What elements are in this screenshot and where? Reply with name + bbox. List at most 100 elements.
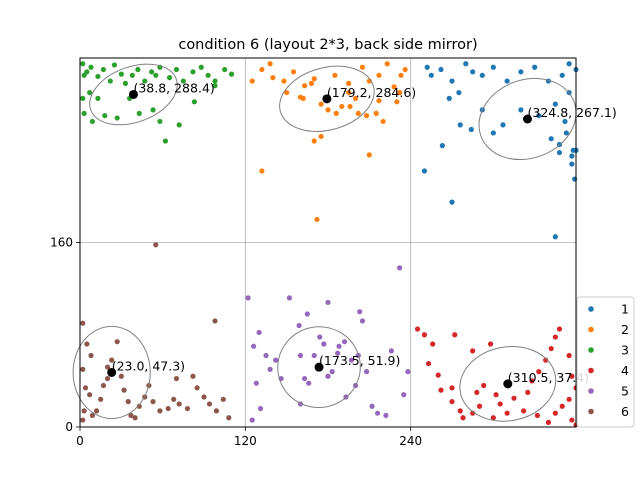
- data-point-series-6: [165, 405, 171, 412]
- data-point-series-1: [552, 234, 558, 240]
- data-point-series-4: [556, 326, 563, 332]
- legend: 1 2 3 4 5 6: [576, 296, 635, 428]
- data-point-series-2: [398, 72, 404, 78]
- data-point-series-6: [114, 339, 120, 345]
- data-point-series-5: [341, 339, 348, 345]
- data-point-series-4: [548, 345, 554, 352]
- data-point-series-3: [180, 78, 186, 84]
- legend-label-series-5: 5: [621, 384, 629, 399]
- data-point-series-1: [548, 136, 554, 142]
- data-point-series-5: [256, 329, 262, 336]
- data-point-series-5: [375, 410, 381, 416]
- centroid-label: (324.8, 267.1): [528, 105, 617, 120]
- data-point-series-4: [497, 401, 503, 407]
- data-point-series-2: [318, 133, 324, 140]
- data-point-series-4: [552, 334, 558, 340]
- data-point-series-5: [357, 309, 363, 315]
- data-point-series-6: [100, 382, 107, 389]
- data-point-series-2: [281, 78, 287, 84]
- data-point-series-5: [321, 341, 327, 347]
- data-point-series-1: [421, 168, 428, 174]
- data-point-series-1: [446, 95, 452, 101]
- data-point-series-5: [348, 357, 355, 363]
- data-point-series-4: [545, 419, 552, 425]
- data-point-series-6: [132, 415, 138, 421]
- data-point-series-2: [333, 110, 339, 116]
- data-point-series-6: [136, 403, 142, 409]
- data-point-series-6: [171, 396, 177, 402]
- data-point-series-2: [363, 113, 370, 119]
- data-point-series-5: [253, 380, 259, 386]
- data-point-series-6: [93, 408, 100, 414]
- data-point-series-1: [490, 130, 496, 136]
- data-point-series-5: [263, 352, 269, 359]
- data-point-series-3: [114, 115, 120, 121]
- data-point-series-3: [136, 110, 142, 116]
- data-point-series-3: [173, 66, 180, 73]
- data-point-series-4: [569, 417, 575, 423]
- legend-marker-series-1: [588, 306, 594, 312]
- data-point-series-5: [359, 318, 366, 324]
- data-point-series-6: [157, 408, 163, 414]
- chart-title: condition 6 (layout 2*3, back side mirro…: [178, 37, 477, 53]
- data-point-series-4: [421, 332, 428, 338]
- data-point-series-3: [100, 66, 107, 73]
- data-point-series-6: [109, 357, 115, 363]
- data-point-series-6: [80, 417, 86, 423]
- data-point-series-2: [376, 72, 382, 78]
- data-point-series-4: [476, 403, 483, 409]
- data-point-series-6: [176, 401, 182, 407]
- data-point-series-2: [352, 95, 359, 101]
- data-point-series-6: [153, 242, 159, 248]
- data-point-series-2: [346, 80, 352, 86]
- data-point-series-5: [397, 265, 403, 271]
- centroid-marker: [523, 114, 533, 124]
- data-point-series-3: [81, 110, 87, 116]
- data-point-series-3: [150, 107, 156, 113]
- data-point-series-1: [552, 101, 558, 107]
- centroid-marker: [503, 379, 513, 389]
- data-point-series-5: [301, 375, 308, 382]
- data-point-series-4: [493, 392, 499, 398]
- data-point-series-6: [104, 364, 111, 370]
- legend-label-series-4: 4: [621, 363, 629, 378]
- data-point-series-2: [300, 95, 306, 101]
- data-point-series-2: [259, 66, 265, 73]
- data-point-series-4: [487, 341, 494, 347]
- data-point-series-1: [438, 66, 444, 73]
- x-tick-label: 240: [399, 434, 422, 448]
- data-point-series-5: [267, 366, 273, 372]
- data-point-series-1: [556, 149, 563, 156]
- x-tick-label: 120: [234, 434, 257, 448]
- confidence-ellipse: [478, 77, 577, 161]
- data-point-series-2: [311, 138, 317, 144]
- data-point-series-6: [220, 396, 226, 402]
- data-point-series-6: [201, 394, 207, 400]
- data-point-series-5: [325, 373, 331, 379]
- legend-marker-series-2: [588, 326, 594, 333]
- data-point-series-6: [81, 408, 87, 414]
- data-point-series-6: [88, 352, 94, 359]
- data-point-series-4: [511, 395, 517, 401]
- legend-marker-series-5: [588, 388, 594, 394]
- data-point-series-5: [296, 322, 302, 329]
- data-point-series-1: [428, 72, 434, 78]
- data-point-series-2: [270, 75, 276, 81]
- centroid-label: (23.0, 47.3): [112, 358, 185, 373]
- confidence-ellipse: [459, 346, 557, 422]
- data-point-series-4: [414, 326, 421, 332]
- data-point-series-1: [490, 64, 496, 70]
- data-point-series-6: [212, 318, 218, 324]
- data-point-series-2: [249, 78, 255, 84]
- data-point-series-4: [566, 396, 572, 402]
- data-point-series-1: [559, 72, 565, 78]
- data-point-series-4: [425, 360, 432, 367]
- data-point-series-3: [84, 69, 90, 75]
- data-point-series-4: [525, 389, 531, 396]
- data-point-series-1: [566, 61, 572, 67]
- data-point-series-1: [500, 122, 506, 128]
- data-point-series-1: [536, 113, 542, 119]
- data-point-series-4: [452, 332, 458, 338]
- data-point-series-4: [490, 415, 496, 421]
